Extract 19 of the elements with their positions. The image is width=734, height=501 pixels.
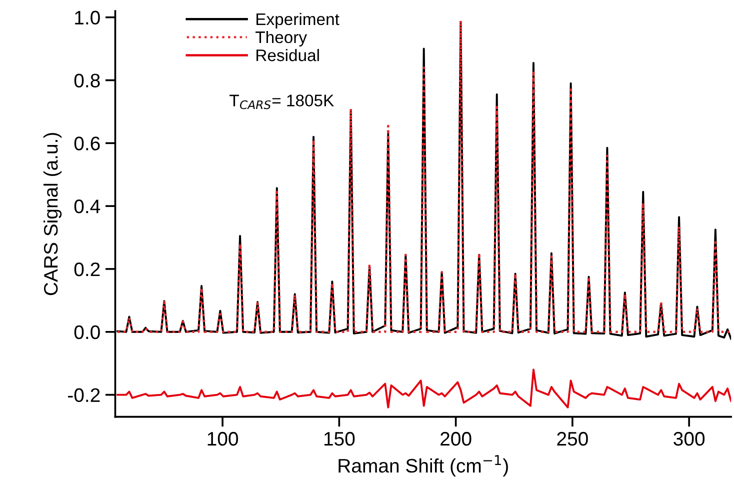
y-axis-title: CARS Signal (a.u.) bbox=[43, 133, 62, 296]
legend-label: Theory bbox=[256, 30, 307, 46]
x-tick-label: 200 bbox=[440, 432, 472, 446]
y-tick-label: 0.2 bbox=[74, 262, 100, 276]
line-series bbox=[116, 368, 732, 408]
legend-label: Experiment bbox=[256, 12, 340, 28]
legend-label: Residual bbox=[256, 48, 319, 62]
y-tick-label: -0.2 bbox=[68, 388, 100, 402]
annotation: T$_{CARS}$= 1805K bbox=[230, 94, 334, 110]
y-tick-label: 0.6 bbox=[74, 136, 100, 150]
x-tick-label: 250 bbox=[557, 432, 588, 446]
y-tick-label: 0.4 bbox=[74, 200, 100, 214]
y-tick-label: 0.8 bbox=[74, 74, 100, 88]
x-tick-label: 100 bbox=[208, 432, 238, 446]
x-tick-label: 300 bbox=[674, 432, 705, 446]
x-axis-title: Raman Shift (cm$^{−1}$) bbox=[338, 455, 508, 476]
y-tick-label: 1.0 bbox=[75, 10, 100, 25]
x-tick-label: 150 bbox=[324, 432, 355, 446]
y-tick-label: 0.0 bbox=[74, 325, 100, 340]
